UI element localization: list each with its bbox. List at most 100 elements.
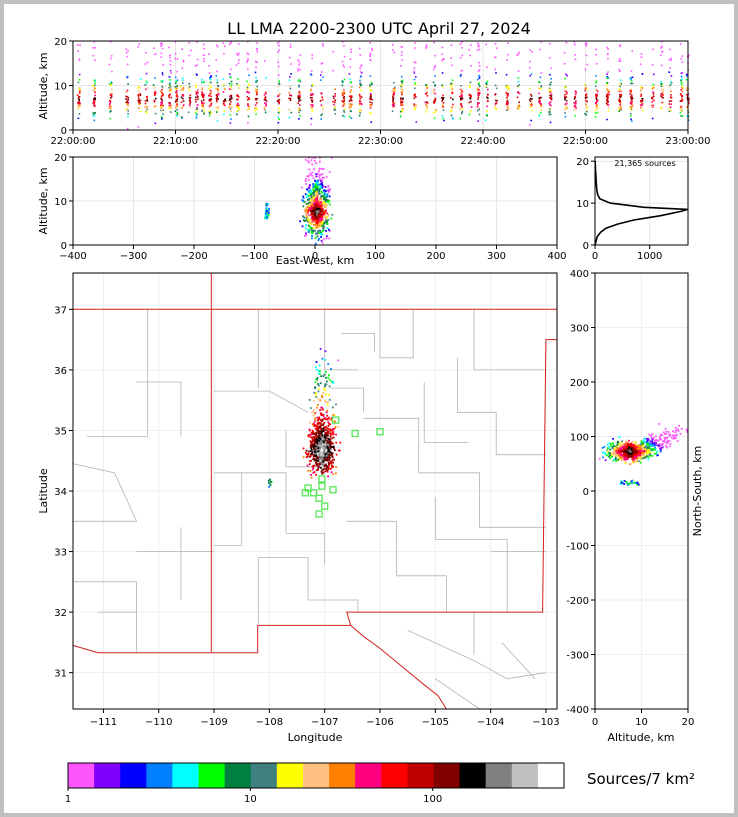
source-point <box>318 454 321 457</box>
source-point <box>310 93 313 95</box>
source-point <box>631 100 633 103</box>
source-point <box>316 440 319 443</box>
source-point <box>507 108 509 110</box>
source-point <box>325 452 328 455</box>
source-point <box>277 121 280 124</box>
source-point <box>324 371 327 373</box>
source-point <box>111 88 113 91</box>
source-point <box>305 232 307 235</box>
source-point <box>477 98 479 100</box>
source-point <box>478 82 480 84</box>
source-point <box>518 105 521 108</box>
source-point <box>109 94 112 96</box>
source-point <box>325 217 328 220</box>
ew-height-xtick-label: 100 <box>366 251 385 262</box>
source-point <box>238 52 240 55</box>
source-point <box>298 109 300 111</box>
alt-histogram-frame <box>594 156 689 246</box>
source-point <box>314 190 316 193</box>
county-line <box>379 309 414 359</box>
time-height-xtick-label: 22:20:00 <box>256 136 301 147</box>
source-point <box>323 443 326 446</box>
alt-ns-ytick-label: 200 <box>570 378 589 389</box>
source-point <box>646 439 649 442</box>
source-point <box>208 87 210 90</box>
source-point <box>686 93 688 96</box>
source-point <box>369 98 371 100</box>
source-point <box>320 470 323 473</box>
source-point <box>278 80 281 82</box>
source-point <box>326 235 328 237</box>
source-point <box>308 463 311 465</box>
source-point <box>246 80 248 83</box>
source-point <box>573 41 576 43</box>
source-point <box>625 454 628 457</box>
source-point <box>334 95 336 97</box>
source-point <box>343 96 345 98</box>
source-point <box>315 396 318 398</box>
source-point <box>649 448 652 450</box>
source-point <box>230 88 233 91</box>
source-point <box>550 98 553 101</box>
source-point <box>648 454 651 456</box>
source-point <box>468 94 471 96</box>
source-point <box>94 98 96 100</box>
source-point <box>321 209 324 211</box>
source-point <box>194 86 197 88</box>
source-point <box>574 101 577 104</box>
source-point <box>329 429 332 432</box>
source-point <box>208 99 211 101</box>
source-point <box>298 107 301 110</box>
source-point <box>308 428 311 431</box>
source-point <box>321 195 324 197</box>
source-point <box>222 78 225 80</box>
source-point <box>125 101 128 104</box>
source-point <box>319 186 322 189</box>
source-point <box>326 222 329 225</box>
source-point <box>401 92 404 94</box>
source-point <box>108 107 111 110</box>
source-point <box>518 84 520 86</box>
source-point <box>494 93 496 96</box>
source-point <box>160 95 163 97</box>
source-point <box>320 204 323 207</box>
source-point <box>674 431 677 434</box>
source-point <box>325 459 328 462</box>
source-point <box>596 111 599 114</box>
source-point <box>321 208 324 210</box>
source-point <box>314 207 317 210</box>
source-point <box>461 90 463 93</box>
source-point <box>248 84 250 87</box>
source-point <box>331 406 334 409</box>
source-point <box>624 450 627 453</box>
source-point <box>315 378 318 380</box>
source-point <box>110 57 112 60</box>
source-point <box>137 87 140 90</box>
source-point <box>216 119 219 122</box>
source-point <box>609 443 612 445</box>
source-point <box>615 460 618 462</box>
source-point <box>322 198 325 201</box>
source-point <box>507 86 510 89</box>
source-point <box>660 438 662 441</box>
colorbar-swatch <box>302 763 330 788</box>
source-point <box>329 428 332 431</box>
source-point <box>311 99 314 102</box>
source-point <box>317 173 319 175</box>
source-point <box>425 46 428 48</box>
source-point <box>575 100 577 102</box>
source-point <box>636 458 638 461</box>
source-point <box>325 401 328 404</box>
source-point <box>370 105 373 107</box>
source-point <box>630 109 633 112</box>
source-point <box>299 94 301 96</box>
source-point <box>314 412 316 415</box>
source-point <box>640 86 642 88</box>
source-point <box>632 448 635 451</box>
colorbar-swatch <box>511 763 539 788</box>
colorbar-swatch <box>381 763 408 788</box>
source-point <box>246 88 249 91</box>
source-point <box>665 430 668 433</box>
source-point <box>478 106 480 109</box>
source-point <box>665 445 667 447</box>
